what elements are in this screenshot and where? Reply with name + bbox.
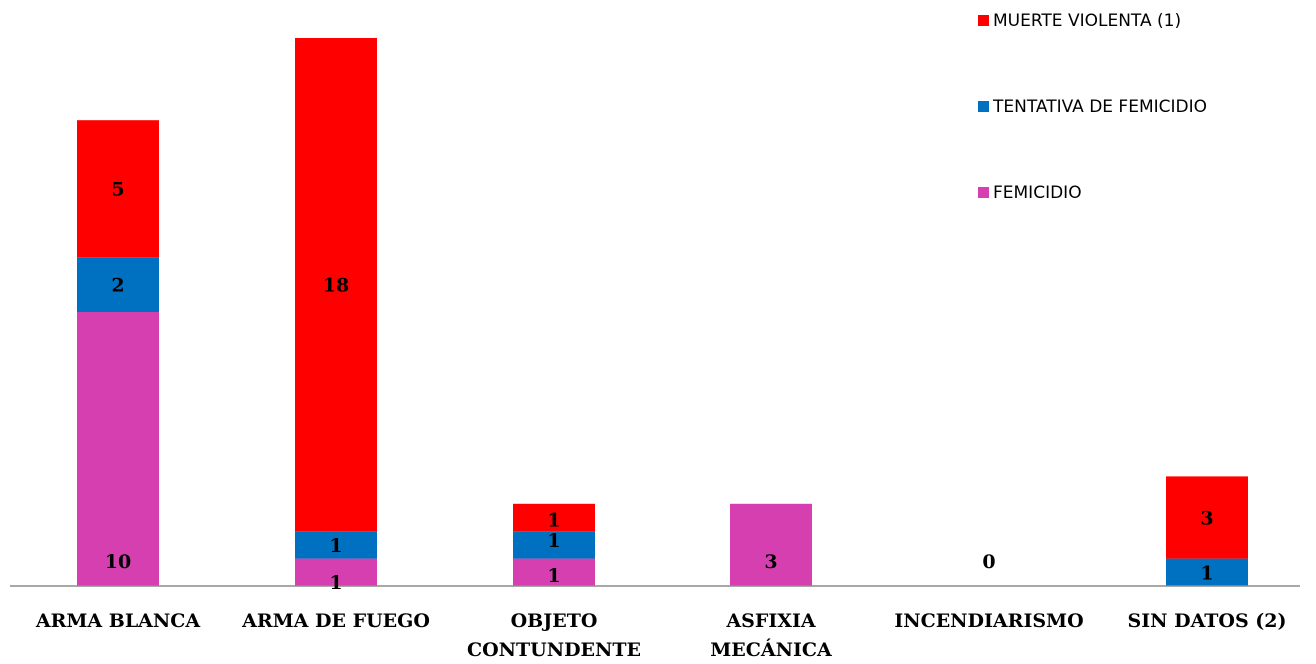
legend-label-tentativa-de-femicidio: TENTATIVA DE FEMICIDIO: [992, 97, 1207, 117]
data-label-0-0: 10: [105, 551, 131, 573]
category-label-4-0: INCENDIARISMO: [894, 610, 1083, 632]
data-label-1-1: 1: [329, 535, 342, 557]
data-label-0-1: 2: [111, 275, 124, 297]
category-label-0-0: ARMA BLANCA: [35, 610, 201, 632]
legend-label-muerte-violenta-1: MUERTE VIOLENTA (1): [993, 11, 1181, 31]
data-label-3-0: 3: [764, 551, 777, 573]
bar-tentativa-de-femicidio-5: [1166, 558, 1248, 586]
bar-femicidio-2: [513, 558, 595, 586]
category-label-1-0: ARMA DE FUEGO: [241, 610, 430, 632]
bar-tentativa-de-femicidio-1: [295, 531, 377, 559]
data-label-5-1: 1: [1200, 562, 1213, 584]
bar-femicidio-0: [77, 312, 159, 586]
category-label-3-0: ASFIXIA: [725, 610, 815, 632]
category-label-3-1: MECÁNICA: [710, 638, 832, 661]
data-label-2-1: 1: [547, 530, 560, 552]
bar-muerte-violenta-1-1: [295, 38, 377, 532]
legend-swatch-tentativa-de-femicidio: [978, 101, 989, 112]
category-label-2-0: OBJETO: [511, 610, 598, 632]
bar-muerte-violenta-1-5: [1166, 476, 1248, 559]
bar-tentativa-de-femicidio-0: [77, 257, 159, 312]
category-label-2-1: CONTUNDENTE: [467, 639, 641, 661]
category-label-5-0: SIN DATOS (2): [1128, 610, 1287, 632]
bar-tentativa-de-femicidio-2: [513, 531, 595, 559]
category-labels-layer: ARMA BLANCA ARMA DE FUEGO OBJETO CONTUNDENT…: [35, 610, 1287, 661]
data-label-0-2: 5: [111, 179, 124, 201]
bars-layer: [77, 38, 1248, 586]
bar-muerte-violenta-1-0: [77, 120, 159, 258]
data-label-5-2: 3: [1200, 508, 1213, 530]
data-label-2-0: 1: [547, 565, 560, 587]
bar-muerte-violenta-1-2: [513, 503, 595, 532]
bar-femicidio-3: [730, 503, 812, 586]
data-label-1-0: 1: [329, 572, 342, 594]
data-label-2-2: 1: [547, 510, 560, 532]
legend-swatch-muerte-violenta-1: [978, 15, 989, 26]
data-label-1-2: 18: [323, 275, 349, 297]
data-label-4-0: 0: [982, 551, 995, 573]
legend-swatch-femicidio: [978, 187, 989, 198]
legend: MUERTE VIOLENTA (1) TENTATIVA DE FEMICIDI…: [978, 11, 1207, 203]
legend-label-femicidio: FEMICIDIO: [993, 183, 1082, 203]
bar-femicidio-1: [295, 558, 377, 586]
